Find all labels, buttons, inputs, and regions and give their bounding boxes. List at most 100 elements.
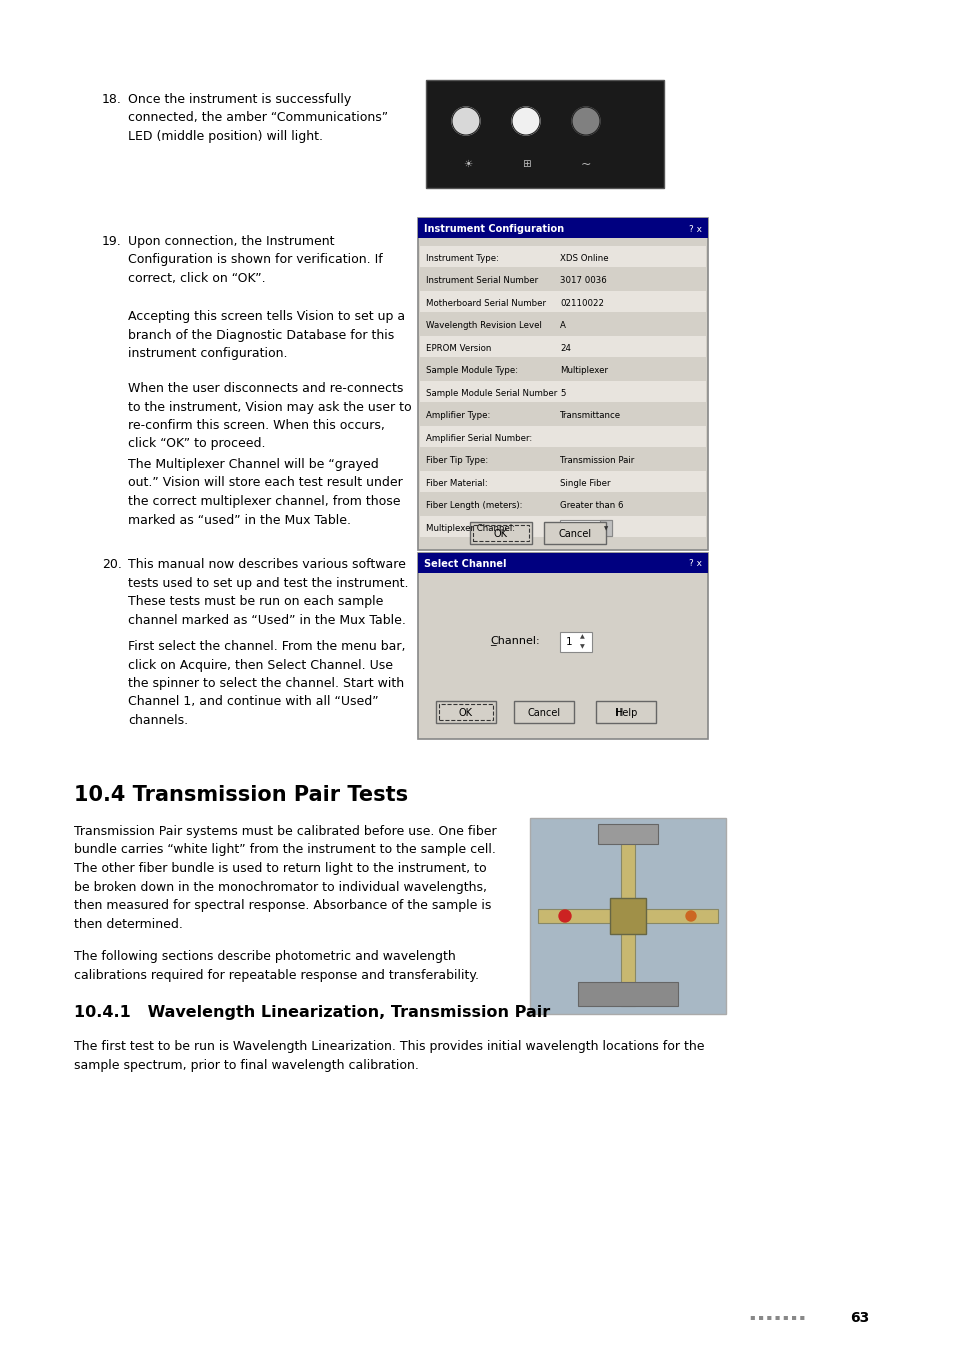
Text: to the instrument, Vision may ask the user to: to the instrument, Vision may ask the us… — [128, 401, 411, 413]
Bar — [419, 292, 705, 312]
Bar — [599, 520, 612, 536]
Text: Fiber Material:: Fiber Material: — [426, 479, 487, 487]
Text: re-confirm this screen. When this occurs,: re-confirm this screen. When this occurs… — [128, 418, 384, 432]
Text: 63: 63 — [849, 1311, 868, 1324]
Text: The following sections describe photometric and wavelength: The following sections describe photomet… — [74, 950, 456, 963]
Bar — [620, 826, 635, 1006]
Text: LED (middle position) will light.: LED (middle position) will light. — [128, 130, 323, 143]
Text: Once the instrument is successfully: Once the instrument is successfully — [128, 93, 351, 107]
Text: OK: OK — [494, 529, 507, 539]
Text: ? x: ? x — [688, 224, 701, 234]
Text: Instrument Type:: Instrument Type: — [426, 254, 498, 263]
Text: ☀: ☀ — [463, 159, 472, 169]
Bar — [470, 522, 532, 544]
Text: _: _ — [490, 636, 496, 647]
Text: then determined.: then determined. — [74, 918, 183, 930]
Text: bundle carries “white light” from the instrument to the sample cell.: bundle carries “white light” from the in… — [74, 844, 496, 856]
Bar — [417, 554, 707, 572]
Text: 5: 5 — [559, 389, 565, 398]
Bar — [559, 632, 592, 652]
Bar — [419, 404, 705, 424]
Bar — [473, 525, 529, 541]
Text: This manual now describes various software: This manual now describes various softwa… — [128, 558, 405, 571]
Text: OK: OK — [458, 707, 473, 718]
Text: Accepting this screen tells Vision to set up a: Accepting this screen tells Vision to se… — [128, 310, 405, 323]
Text: correct, click on “OK”.: correct, click on “OK”. — [128, 271, 265, 285]
Text: The other fiber bundle is used to return light to the instrument, to: The other fiber bundle is used to return… — [74, 863, 486, 875]
Text: Wavelength Revision Level: Wavelength Revision Level — [426, 321, 541, 331]
Bar — [417, 217, 707, 238]
Text: Fiber Tip Type:: Fiber Tip Type: — [426, 456, 488, 466]
Text: These tests must be run on each sample: These tests must be run on each sample — [128, 595, 383, 608]
Text: tests used to set up and test the instrument.: tests used to set up and test the instru… — [128, 576, 408, 590]
Bar — [609, 898, 645, 934]
Text: 19.: 19. — [102, 235, 122, 248]
Bar — [543, 522, 605, 544]
Text: then measured for spectral response. Absorbance of the sample is: then measured for spectral response. Abs… — [74, 899, 491, 913]
Text: 24: 24 — [559, 344, 571, 352]
Text: Instrument Configuration: Instrument Configuration — [423, 224, 563, 234]
Text: 10.4 Transmission Pair Tests: 10.4 Transmission Pair Tests — [74, 784, 408, 805]
Text: H: H — [616, 707, 622, 718]
Bar — [419, 336, 705, 356]
Text: The Multiplexer Channel will be “grayed: The Multiplexer Channel will be “grayed — [128, 458, 378, 471]
Bar — [417, 217, 707, 549]
Text: be broken down in the monochromator to individual wavelengths,: be broken down in the monochromator to i… — [74, 880, 486, 894]
Text: EPROM Version: EPROM Version — [426, 344, 491, 352]
Text: ▪ ▪ ▪ ▪ ▪ ▪ ▪: ▪ ▪ ▪ ▪ ▪ ▪ ▪ — [749, 1314, 804, 1323]
Bar — [419, 471, 705, 491]
Text: Channel 1, and continue with all “Used”: Channel 1, and continue with all “Used” — [128, 695, 378, 709]
Bar — [419, 427, 705, 447]
Text: Configuration is shown for verification. If: Configuration is shown for verification.… — [128, 254, 382, 266]
Text: instrument configuration.: instrument configuration. — [128, 347, 287, 360]
Text: ~: ~ — [580, 158, 591, 170]
Text: Motherboard Serial Number: Motherboard Serial Number — [426, 298, 545, 308]
Bar — [559, 520, 612, 536]
Text: ? x: ? x — [688, 559, 701, 568]
Text: First select the channel. From the menu bar,: First select the channel. From the menu … — [128, 640, 405, 653]
Text: ▲: ▲ — [579, 634, 584, 640]
Bar — [537, 909, 718, 923]
Text: 1: 1 — [565, 637, 572, 647]
Text: Multiplexer Channel:: Multiplexer Channel: — [426, 524, 515, 533]
Text: Cancel: Cancel — [558, 529, 591, 539]
Text: XDS Online: XDS Online — [559, 254, 608, 263]
Bar — [578, 981, 678, 1006]
Bar — [419, 448, 705, 468]
Text: out.” Vision will store each test result under: out.” Vision will store each test result… — [128, 477, 402, 490]
Text: 3017 0036: 3017 0036 — [559, 277, 606, 285]
Bar — [438, 703, 493, 720]
Text: ▼: ▼ — [579, 644, 584, 649]
Text: calibrations required for repeatable response and transferability.: calibrations required for repeatable res… — [74, 968, 478, 981]
Bar — [419, 381, 705, 401]
Bar — [596, 701, 656, 724]
Text: ⊞: ⊞ — [521, 159, 530, 169]
Bar — [419, 516, 705, 536]
Text: Upon connection, the Instrument: Upon connection, the Instrument — [128, 235, 335, 248]
Text: channels.: channels. — [128, 714, 188, 728]
Text: Transmission Pair: Transmission Pair — [559, 456, 634, 466]
Text: Greater than 6: Greater than 6 — [559, 501, 623, 510]
Text: Cancel: Cancel — [527, 707, 560, 718]
Text: 18.: 18. — [102, 93, 122, 107]
Text: Transmittance: Transmittance — [559, 412, 620, 420]
Circle shape — [572, 107, 599, 135]
Text: 10.4.1   Wavelength Linearization, Transmission Pair: 10.4.1 Wavelength Linearization, Transmi… — [74, 1004, 550, 1021]
Bar — [419, 269, 705, 289]
Text: click “OK” to proceed.: click “OK” to proceed. — [128, 437, 265, 451]
Text: The first test to be run is Wavelength Linearization. This provides initial wave: The first test to be run is Wavelength L… — [74, 1040, 703, 1053]
Text: Select Channel: Select Channel — [423, 559, 506, 568]
Bar — [419, 246, 705, 266]
Text: Amplifier Serial Number:: Amplifier Serial Number: — [426, 433, 532, 443]
Bar — [417, 554, 707, 738]
Text: A: A — [559, 321, 565, 331]
Text: click on Acquire, then Select Channel. Use: click on Acquire, then Select Channel. U… — [128, 659, 393, 671]
Circle shape — [685, 911, 696, 921]
Bar — [530, 818, 725, 1014]
Bar — [419, 313, 705, 333]
Text: connected, the amber “Communications”: connected, the amber “Communications” — [128, 112, 388, 124]
Text: Sample Module Serial Number: Sample Module Serial Number — [426, 389, 557, 398]
Text: sample spectrum, prior to final wavelength calibration.: sample spectrum, prior to final waveleng… — [74, 1058, 418, 1072]
Bar — [426, 80, 663, 188]
Text: Transmission Pair systems must be calibrated before use. One fiber: Transmission Pair systems must be calibr… — [74, 825, 497, 838]
